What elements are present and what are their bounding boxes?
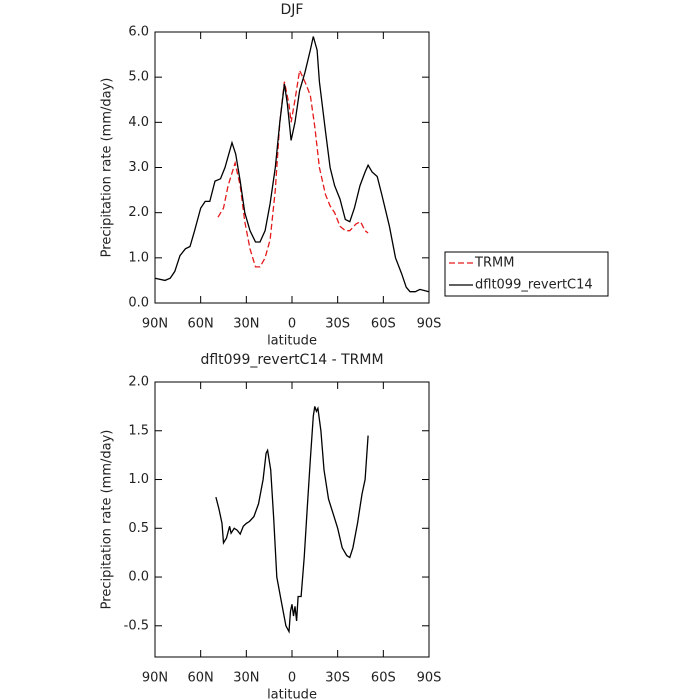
x-tick-label: 90N (142, 671, 168, 686)
data-line (215, 406, 369, 634)
x-tick-label: 60S (371, 317, 396, 332)
x-tick-label: 60N (188, 671, 214, 686)
y-tick-label: 1.0 (128, 250, 149, 265)
x-tick-label: 60N (188, 317, 214, 332)
y-axis-label: Precipitation rate (mm/day) (100, 78, 115, 258)
y-tick-label: 1.5 (128, 423, 149, 438)
legend-label: dflt099_revertC14 (475, 278, 593, 293)
y-tick-label: 0.0 (128, 296, 149, 311)
plot-frame (154, 31, 430, 304)
x-tick-label: 30N (233, 671, 259, 686)
data-line (217, 68, 369, 268)
x-tick-label: 90S (417, 671, 442, 686)
y-tick-label: 4.0 (128, 115, 149, 130)
legend-label: TRMM (474, 256, 514, 271)
y-tick-label: 0.5 (128, 521, 149, 536)
y-tick-label: -0.5 (124, 618, 149, 633)
y-tick-label: 6.0 (128, 25, 149, 40)
y-tick-label: 3.0 (128, 160, 149, 175)
y-tick-label: 5.0 (128, 70, 149, 85)
x-tick-label: 0 (288, 317, 296, 332)
y-tick-label: 2.0 (128, 205, 149, 220)
legend-box (444, 251, 609, 297)
chart-title: dflt099_revertC14 - TRMM (200, 352, 383, 368)
x-tick-label: 30S (325, 317, 350, 332)
y-tick-label: 0.0 (128, 570, 149, 585)
x-tick-label: 0 (288, 671, 296, 686)
y-tick-label: 2.0 (128, 375, 149, 390)
x-tick-label: 30N (233, 317, 259, 332)
plot-frame (154, 381, 430, 658)
x-tick-label: 90S (417, 317, 442, 332)
x-tick-label: 30S (325, 671, 350, 686)
y-axis-label: Precipitation rate (mm/day) (100, 430, 115, 610)
x-axis-label: latitude (267, 334, 317, 349)
chart-title: DJF (281, 2, 304, 18)
x-tick-label: 60S (371, 671, 396, 686)
data-line (154, 36, 430, 293)
y-tick-label: 1.0 (128, 472, 149, 487)
x-tick-label: 90N (142, 317, 168, 332)
x-axis-label: latitude (267, 688, 317, 700)
